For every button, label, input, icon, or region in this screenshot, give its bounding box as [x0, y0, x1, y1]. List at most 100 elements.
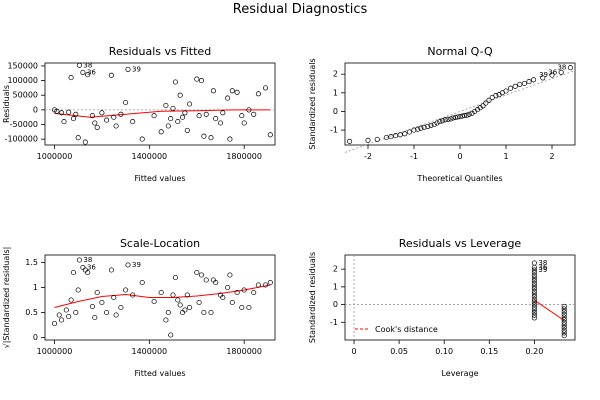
data-point: [388, 134, 394, 140]
data-point: [508, 85, 514, 91]
data-point: [229, 299, 235, 306]
data-point: [383, 134, 389, 141]
point-label: 36: [87, 264, 96, 272]
plot-frame: [44, 254, 276, 341]
point-label: 36: [87, 68, 96, 76]
data-point: [182, 307, 188, 313]
data-point: [187, 101, 193, 107]
data-point: [179, 114, 186, 120]
x-axis-label: Theoretical Quantiles: [416, 174, 502, 183]
data-point: [531, 288, 537, 294]
data-point: [80, 69, 86, 75]
y-axis-label: Standardized residuals: [308, 58, 317, 149]
point-label: 38: [557, 64, 566, 72]
data-point: [239, 113, 245, 119]
data-point: [457, 114, 463, 120]
data-point: [531, 312, 537, 318]
data-point: [450, 115, 456, 121]
data-point: [561, 309, 567, 315]
data-point: [531, 302, 537, 308]
data-point: [130, 119, 136, 125]
data-point: [172, 79, 178, 85]
data-point: [462, 113, 468, 119]
y-axis-label: Standardized residuals: [308, 252, 317, 343]
y-tick-label: -50000: [10, 120, 38, 129]
data-point: [234, 289, 240, 296]
plot-frame: [344, 254, 576, 341]
data-point: [99, 299, 105, 306]
data-point: [229, 88, 235, 94]
point-label: 39: [132, 261, 141, 269]
data-point: [220, 110, 226, 116]
data-point: [175, 297, 181, 303]
y-tick-label: 50000: [13, 91, 38, 100]
data-point: [63, 307, 69, 313]
data-point: [108, 72, 114, 78]
data-point: [459, 113, 465, 119]
y-tick-label: 0: [33, 105, 38, 114]
data-point: [89, 303, 95, 310]
data-point: [163, 102, 169, 109]
data-point: [59, 110, 65, 116]
data-point: [531, 315, 537, 321]
x-tick-label: 0.10: [435, 347, 453, 356]
data-point: [512, 83, 518, 89]
panel-title: Residuals vs Leverage: [399, 237, 522, 250]
point-label: 36: [538, 263, 547, 271]
data-point: [85, 269, 91, 276]
data-point: [73, 111, 79, 117]
data-point: [431, 121, 437, 128]
data-point: [531, 310, 537, 316]
data-point: [561, 306, 567, 312]
panel-title: Scale-Location: [120, 237, 200, 250]
data-point: [70, 116, 77, 122]
data-point: [94, 124, 100, 130]
data-point: [531, 278, 537, 284]
panel-title: Residuals vs Fitted: [109, 45, 211, 58]
data-point: [139, 279, 145, 286]
data-point: [402, 131, 408, 137]
data-point: [75, 287, 81, 293]
data-point: [262, 85, 269, 91]
smooth-line: [54, 284, 271, 308]
data-point: [61, 119, 67, 125]
data-point: [561, 333, 567, 339]
data-point: [85, 72, 91, 78]
x-tick-label: 0.20: [526, 347, 544, 356]
data-point: [225, 284, 231, 291]
y-tick-label: -1: [330, 318, 338, 327]
data-point: [158, 289, 164, 296]
y-tick-label: 2: [333, 70, 338, 79]
y-tick-label: 0: [333, 300, 338, 309]
data-point: [196, 113, 202, 119]
data-point: [415, 126, 421, 132]
x-tick-label: 1400000: [132, 347, 168, 356]
point-label: 39: [538, 266, 547, 274]
data-point: [210, 88, 216, 94]
data-point: [561, 322, 567, 328]
data-point: [123, 287, 129, 293]
data-point: [99, 110, 105, 116]
data-point: [531, 283, 537, 289]
x-tick-label: 1000000: [37, 347, 73, 356]
data-point: [561, 327, 567, 333]
point-label: 36: [548, 68, 557, 76]
data-point: [125, 66, 131, 72]
data-point: [246, 107, 252, 113]
data-point: [75, 135, 81, 141]
data-point: [125, 262, 131, 268]
x-tick-label: -1: [410, 152, 418, 161]
data-point: [172, 274, 178, 281]
data-point: [347, 138, 353, 144]
data-point: [51, 320, 58, 327]
y-tick-label: 0.5: [25, 308, 38, 317]
data-point: [241, 120, 247, 126]
data-point: [411, 127, 417, 133]
data-point: [531, 264, 537, 270]
data-point: [177, 92, 183, 98]
data-point: [464, 112, 470, 118]
data-point: [201, 309, 207, 316]
data-point: [455, 114, 461, 120]
data-point: [163, 317, 169, 323]
